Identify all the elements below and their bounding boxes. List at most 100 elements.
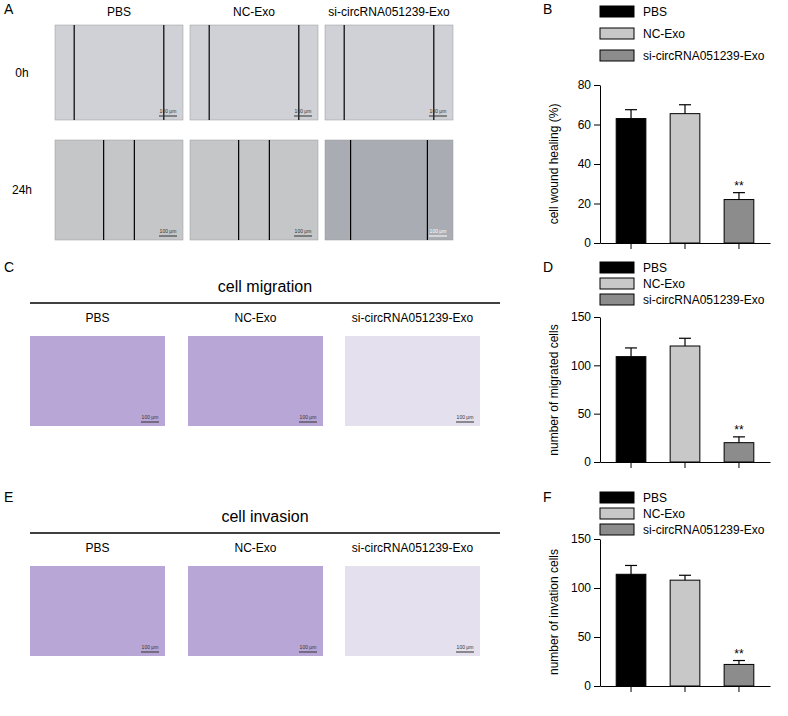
scale-bar-label: 100 μm — [160, 228, 177, 234]
column-label: NC-Exo — [234, 311, 276, 325]
legend-label: PBS — [643, 5, 667, 19]
error-bar-cap — [625, 109, 637, 110]
row-label: 0h — [15, 66, 28, 80]
wound-edge — [269, 140, 270, 240]
y-tick: 80 — [578, 78, 600, 92]
micrograph — [190, 25, 318, 120]
scale-bar-label: 100 μm — [457, 414, 474, 420]
panel-letter: F — [543, 489, 552, 505]
y-tick-mark — [594, 317, 600, 318]
x-axis — [601, 686, 771, 692]
bar-chart: 050100150number of migrated cellsPBSNC-E… — [547, 261, 771, 469]
column-label: PBS — [107, 5, 131, 19]
legend-swatch — [600, 50, 634, 61]
legend-swatch — [600, 28, 634, 39]
legend-swatch — [600, 294, 634, 305]
y-axis-line — [600, 318, 601, 463]
y-axis: 050100150 — [571, 532, 601, 693]
wound-edge — [209, 25, 210, 120]
significance: ** — [734, 647, 744, 661]
legend-label: si-circRNA051239-Exo — [643, 49, 765, 63]
y-axis-line — [600, 86, 601, 244]
y-tick-label: 100 — [571, 581, 591, 595]
y-tick: 150 — [571, 310, 600, 324]
y-tick-mark — [594, 365, 600, 366]
y-tick-mark — [594, 539, 600, 540]
x-axis — [601, 243, 771, 249]
x-tick-mark — [738, 686, 739, 692]
x-tick — [685, 686, 686, 692]
plot-area — [616, 105, 754, 243]
y-tick-label: 60 — [578, 118, 592, 132]
y-tick-label: 100 — [571, 359, 591, 373]
micrograph — [345, 566, 480, 656]
scale-bar-line — [429, 116, 447, 117]
wound-edge — [103, 140, 104, 240]
x-tick — [685, 243, 686, 249]
error-bar — [625, 565, 637, 574]
micrograph — [55, 140, 183, 240]
y-tick-label: 50 — [578, 630, 592, 644]
legend-swatch — [600, 508, 634, 519]
error-bar-stem — [738, 193, 739, 200]
error-bar — [733, 661, 745, 665]
column-label: si-circRNA051239-Exo — [352, 541, 474, 555]
y-tick-label: 0 — [584, 236, 591, 250]
wound-edge — [427, 140, 428, 240]
plot-area — [616, 338, 754, 462]
y-tick: 0 — [584, 455, 600, 469]
wound-edge — [163, 25, 164, 120]
x-tick — [738, 243, 739, 249]
panel-c: cell migrationPBS100 μmNC-Exo100 μmsi-ci… — [30, 278, 500, 426]
y-tick-mark — [594, 204, 600, 205]
error-bar — [625, 110, 637, 119]
bar — [616, 574, 646, 686]
bar — [670, 346, 700, 462]
scale-bar-label: 100 μm — [430, 108, 447, 114]
scale-bar-label: 100 μm — [142, 414, 159, 420]
error-bar-stem — [684, 105, 685, 114]
column-label: si-circRNA051239-Exo — [328, 5, 450, 19]
legend-label: si-circRNA051239-Exo — [643, 523, 765, 537]
x-tick-mark — [685, 462, 686, 468]
bar — [616, 119, 646, 243]
micrograph — [345, 336, 480, 426]
x-tick-mark — [738, 462, 739, 468]
title-rule — [30, 302, 500, 304]
figure: ABCDEFPBSNC-Exosi-circRNA051239-Exo0h100… — [0, 0, 788, 716]
y-tick: 40 — [578, 157, 600, 171]
x-tick — [631, 686, 632, 692]
error-bar — [733, 437, 745, 443]
y-tick-label: 150 — [571, 310, 591, 324]
y-tick: 0 — [584, 679, 600, 693]
title-rule — [30, 532, 500, 534]
y-axis: 050100150 — [571, 310, 601, 469]
significance: ** — [734, 179, 744, 193]
significance: ** — [734, 423, 744, 437]
y-tick: 20 — [578, 197, 600, 211]
column-label: PBS — [85, 311, 109, 325]
scale-bar-line — [141, 652, 159, 653]
wound-edge — [134, 140, 135, 240]
x-tick-mark — [631, 243, 632, 249]
column-label: PBS — [85, 541, 109, 555]
error-bar-stem — [684, 338, 685, 346]
wound-edge — [433, 25, 434, 120]
bar-chart: 050100150number of invation cellsPBSNC-E… — [547, 491, 771, 693]
y-axis-title: cell wound healing (%) — [547, 104, 561, 225]
legend-label: NC-Exo — [643, 27, 685, 41]
error-bar — [679, 575, 691, 580]
legend-swatch — [600, 6, 634, 17]
y-tick: 60 — [578, 118, 600, 132]
scale-bar-label: 100 μm — [295, 108, 312, 114]
scale-bar-label: 100 μm — [457, 644, 474, 650]
wound-edge — [350, 140, 351, 240]
wound-edge — [238, 140, 239, 240]
legend-swatch — [600, 492, 634, 503]
wound-edge — [74, 25, 75, 120]
column-label: NC-Exo — [233, 5, 275, 19]
plot-area — [616, 565, 754, 686]
x-tick — [738, 686, 739, 692]
x-tick — [685, 462, 686, 468]
scale-bar-label: 100 μm — [430, 228, 447, 234]
